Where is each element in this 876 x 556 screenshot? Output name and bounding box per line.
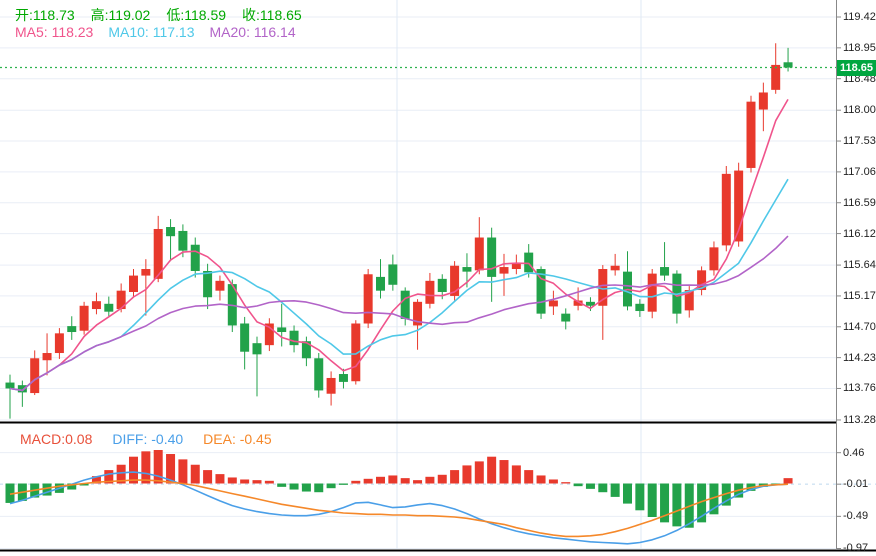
macd-legend: MACD:0.08 DIFF: -0.40 DEA: -0.45 xyxy=(20,431,272,447)
axis-tick-label: 115.17 xyxy=(843,289,876,302)
high-value: 高:119.02 xyxy=(90,7,151,23)
axis-tick-label: 118.00 xyxy=(843,104,876,117)
axis-tick-label: 114.23 xyxy=(843,351,876,364)
axis-tick-label: 118.48 xyxy=(843,72,876,85)
macd-value: MACD:0.08 xyxy=(20,431,93,447)
axis-tick-label: 115.64 xyxy=(843,259,876,272)
axis-tick-label: 116.59 xyxy=(843,196,876,209)
axis-tick-label: -0.97 xyxy=(843,542,869,555)
dea-value: DEA: -0.45 xyxy=(203,431,272,447)
low-value: 低:118.59 xyxy=(166,7,227,23)
axis-tick-label: 113.76 xyxy=(843,382,876,395)
ma-legend: MA5: 118.23 MA10: 117.13 MA20: 116.14 xyxy=(15,24,296,40)
ma20-value: MA20: 116.14 xyxy=(209,24,296,40)
axis-tick-label: 113.28 xyxy=(843,413,876,426)
axis-tick-label: 119.42 xyxy=(843,11,876,23)
axis-tick-label: 116.12 xyxy=(843,227,876,240)
axis-tick-label: 117.53 xyxy=(843,135,876,148)
axis-tick-label: -0.49 xyxy=(843,510,869,523)
axis-tick-label: -0.01 xyxy=(843,478,869,491)
diff-value: DIFF: -0.40 xyxy=(112,431,184,447)
current-price-badge: 118.65 xyxy=(837,59,876,76)
open-value: 开:118.73 xyxy=(15,7,75,23)
axis-tick-label: 114.70 xyxy=(843,320,876,333)
ma10-value: MA10: 117.13 xyxy=(108,24,195,40)
close-value: 收:118.65 xyxy=(242,7,302,23)
axis-tick-label: 118.95 xyxy=(843,41,876,54)
ma5-value: MA5: 118.23 xyxy=(15,24,94,40)
ohlc-legend: 开:118.73 高:119.02 低:118.59 收:118.65 xyxy=(15,5,302,25)
axis-tick-label: 0.46 xyxy=(843,446,865,459)
axis-tick-label: 117.06 xyxy=(843,165,876,178)
